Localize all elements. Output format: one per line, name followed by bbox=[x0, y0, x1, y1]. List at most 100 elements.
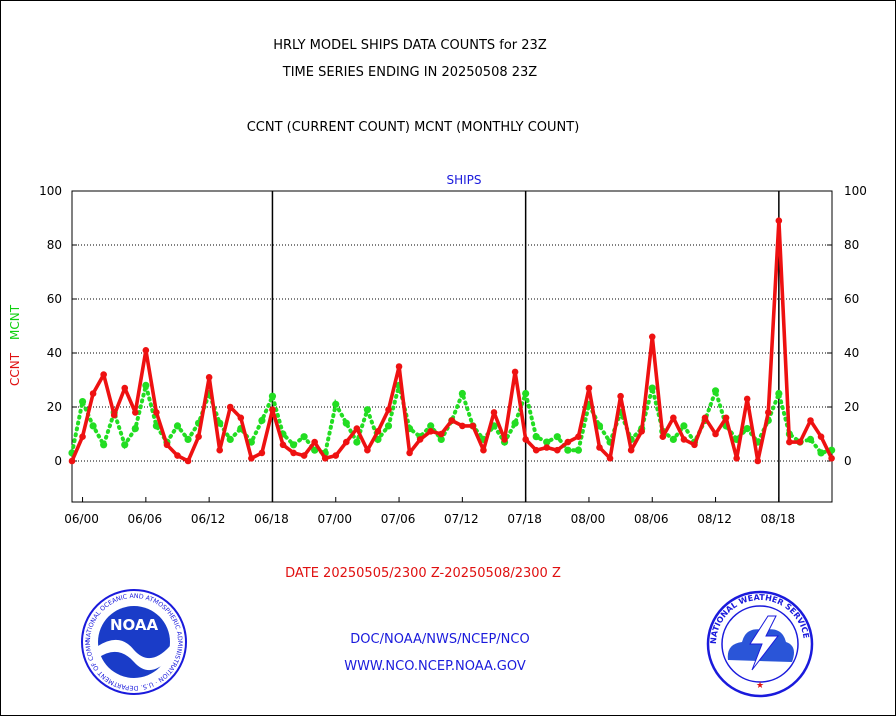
data-point-ccnt bbox=[511, 368, 519, 376]
data-point-mcnt bbox=[173, 422, 182, 430]
data-point-ccnt bbox=[321, 455, 329, 462]
nws-star-icon: ★ bbox=[756, 681, 764, 691]
data-point-mcnt bbox=[353, 438, 361, 446]
data-point-ccnt bbox=[691, 441, 698, 449]
y-tick-label-left: 60 bbox=[47, 292, 62, 306]
data-point-ccnt bbox=[290, 449, 297, 457]
data-point-ccnt bbox=[680, 436, 688, 443]
data-point-ccnt bbox=[332, 452, 340, 459]
data-point-ccnt bbox=[796, 438, 804, 446]
data-point-ccnt bbox=[638, 428, 645, 435]
data-point-mcnt bbox=[384, 422, 393, 430]
data-point-ccnt bbox=[606, 455, 614, 462]
data-point-mcnt bbox=[711, 387, 720, 395]
data-point-mcnt bbox=[342, 419, 350, 427]
chart-title: SHIPS bbox=[446, 173, 481, 187]
data-point-mcnt bbox=[437, 435, 445, 443]
data-point-ccnt bbox=[670, 414, 677, 422]
data-point-mcnt bbox=[268, 392, 277, 400]
data-point-ccnt bbox=[374, 428, 382, 435]
data-point-ccnt bbox=[121, 384, 129, 392]
data-point-ccnt bbox=[79, 433, 86, 441]
data-point-ccnt bbox=[480, 446, 487, 454]
data-point-ccnt bbox=[627, 446, 635, 454]
data-point-mcnt bbox=[532, 433, 540, 441]
data-point-ccnt bbox=[153, 409, 160, 416]
data-point-ccnt bbox=[437, 430, 445, 438]
data-point-mcnt bbox=[226, 435, 234, 443]
data-point-mcnt bbox=[743, 425, 751, 433]
data-point-mcnt bbox=[142, 381, 150, 389]
data-point-ccnt bbox=[596, 444, 603, 451]
data-point-mcnt bbox=[216, 419, 224, 427]
x-tick-label: 08/06 bbox=[634, 512, 669, 526]
data-point-mcnt bbox=[553, 433, 561, 441]
y-tick-label-left: 20 bbox=[47, 400, 62, 414]
y-tick-label-right: 20 bbox=[844, 400, 859, 414]
data-point-ccnt bbox=[490, 409, 498, 416]
data-point-ccnt bbox=[543, 444, 551, 451]
data-point-mcnt bbox=[680, 422, 688, 430]
series-layer bbox=[68, 217, 836, 465]
data-point-ccnt bbox=[416, 436, 424, 443]
chart-title-line1: HRLY MODEL SHIPS DATA COUNTS for 23Z bbox=[273, 38, 547, 53]
data-point-mcnt bbox=[458, 389, 466, 398]
data-point-mcnt bbox=[247, 438, 255, 446]
data-point-mcnt bbox=[427, 422, 435, 430]
data-point-ccnt bbox=[142, 347, 150, 354]
chart-title-line2: TIME SERIES ENDING IN 20250508 23Z bbox=[282, 65, 538, 80]
data-point-mcnt bbox=[332, 400, 340, 408]
data-point-ccnt bbox=[733, 455, 740, 462]
data-point-ccnt bbox=[163, 441, 171, 449]
y-tick-label-left: 40 bbox=[47, 346, 62, 360]
data-point-ccnt bbox=[554, 446, 561, 454]
data-point-mcnt bbox=[289, 441, 298, 449]
data-point-ccnt bbox=[648, 333, 656, 341]
y-tick-label-left: 80 bbox=[47, 238, 62, 252]
data-point-ccnt bbox=[279, 441, 287, 449]
noaa-logo: NOAA NATIONAL OCEANIC AND ATMOSPHERIC AD… bbox=[80, 588, 187, 695]
x-tick-label: 08/18 bbox=[761, 512, 796, 526]
data-point-mcnt bbox=[775, 389, 783, 398]
x-tick-label: 07/18 bbox=[507, 512, 542, 526]
data-point-ccnt bbox=[765, 409, 772, 416]
nco-link-1[interactable]: DOC/NOAA/NWS/NCEP/NCO bbox=[350, 632, 530, 647]
data-point-ccnt bbox=[459, 422, 466, 430]
data-point-mcnt bbox=[258, 416, 266, 425]
data-point-ccnt bbox=[712, 430, 719, 438]
data-point-ccnt bbox=[258, 449, 266, 457]
data-point-ccnt bbox=[522, 436, 529, 443]
data-point-ccnt bbox=[817, 433, 825, 441]
nco-link-2[interactable]: WWW.NCO.NCEP.NOAA.GOV bbox=[344, 659, 526, 674]
data-point-ccnt bbox=[110, 411, 118, 419]
x-tick-label: 06/18 bbox=[254, 512, 289, 526]
data-point-ccnt bbox=[68, 457, 76, 465]
data-point-ccnt bbox=[269, 406, 276, 414]
data-point-ccnt bbox=[89, 390, 97, 397]
x-tick-label: 06/06 bbox=[128, 512, 163, 526]
data-point-mcnt bbox=[100, 441, 108, 449]
data-point-ccnt bbox=[248, 455, 255, 462]
x-tick-label: 08/00 bbox=[571, 512, 606, 526]
data-point-ccnt bbox=[395, 363, 403, 370]
data-point-mcnt bbox=[669, 435, 677, 443]
data-point-mcnt bbox=[311, 446, 319, 454]
data-point-ccnt bbox=[701, 414, 709, 422]
data-point-ccnt bbox=[132, 409, 139, 416]
y-tick-label-right: 100 bbox=[844, 184, 867, 198]
data-point-ccnt bbox=[300, 452, 308, 459]
y-tick-label-right: 80 bbox=[844, 238, 859, 252]
data-point-mcnt bbox=[522, 389, 530, 398]
x-tick-label: 07/06 bbox=[381, 512, 416, 526]
data-point-mcnt bbox=[363, 406, 371, 414]
data-point-mcnt bbox=[564, 446, 572, 454]
data-point-mcnt bbox=[817, 449, 825, 457]
y-tick-label-left: 100 bbox=[39, 184, 62, 198]
date-range: DATE 20250505/2300 Z-20250508/2300 Z bbox=[285, 566, 561, 581]
data-point-ccnt bbox=[775, 217, 783, 224]
data-point-ccnt bbox=[216, 446, 223, 454]
data-point-ccnt bbox=[743, 395, 751, 403]
data-point-mcnt bbox=[184, 435, 192, 443]
data-point-ccnt bbox=[353, 425, 361, 432]
